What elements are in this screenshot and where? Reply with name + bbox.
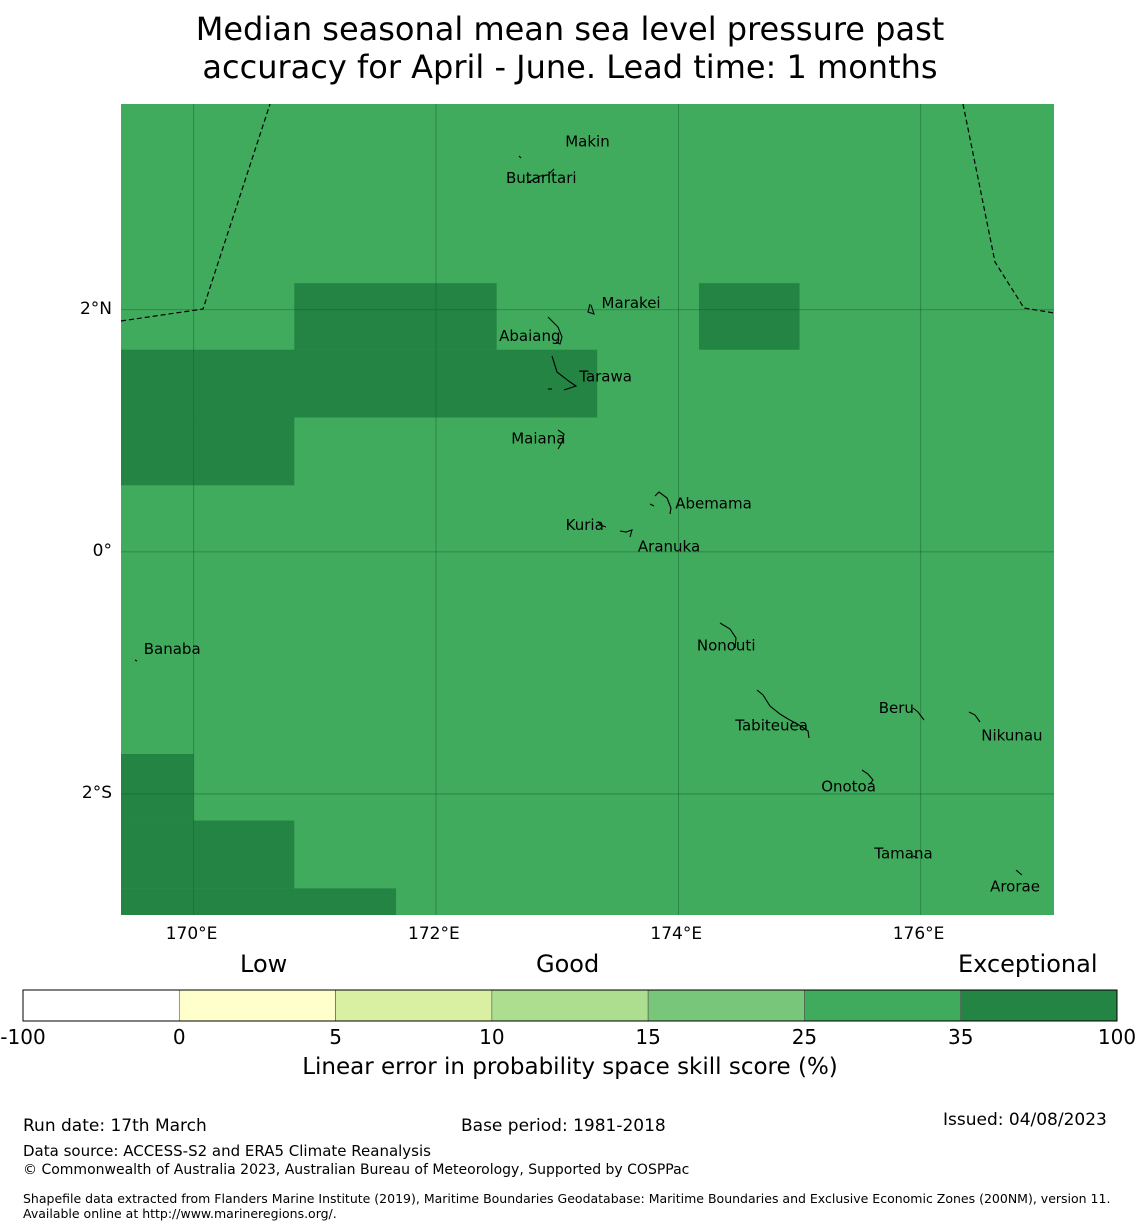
place-label-nikunau: Nikunau xyxy=(981,727,1042,745)
place-label-nonouti: Nonouti xyxy=(697,637,756,655)
island-outline xyxy=(968,711,981,723)
island-outline xyxy=(597,521,607,528)
place-label-onotoa: Onotoa xyxy=(821,778,876,796)
colorbar-segment xyxy=(335,989,493,1022)
colorbar-segment xyxy=(178,989,336,1022)
place-label-tarawa: Tarawa xyxy=(578,367,632,385)
graticule xyxy=(121,104,1054,915)
run-date: Run date: 17th March xyxy=(23,1116,207,1136)
island-outline xyxy=(619,529,633,538)
high-skill-cell xyxy=(294,283,497,350)
place-label-butaritari: Butaritari xyxy=(506,169,577,187)
colorbar-tick-label: 35 xyxy=(947,1025,974,1049)
chart-title: Median seasonal mean sea level pressure … xyxy=(0,10,1140,86)
island-outline xyxy=(912,855,919,859)
colorbar-tick-label: 5 xyxy=(329,1025,342,1049)
colorbar xyxy=(22,989,1118,1022)
category-exceptional: Exceptional xyxy=(958,950,1098,978)
place-label-arorae: Arorae xyxy=(990,877,1040,895)
high-skill-cell xyxy=(121,349,598,418)
high-skill-cell xyxy=(121,820,295,889)
colorbar-tick-label: 15 xyxy=(635,1025,661,1049)
island-outline xyxy=(547,316,563,345)
place-labels: Makin Butaritari Marakei Abaiang Tarawa Maian… xyxy=(144,132,1043,895)
place-label-tabiteuea: Tabiteuea xyxy=(734,716,808,734)
eez-boundary-west xyxy=(120,103,271,322)
island-outline xyxy=(526,168,555,184)
place-label-marakei: Marakei xyxy=(602,294,661,312)
y-tick-label: 0° xyxy=(92,540,112,561)
colorbar-segment xyxy=(647,989,805,1022)
island-outline xyxy=(649,503,655,507)
title-line-1: Median seasonal mean sea level pressure … xyxy=(195,10,945,48)
high-skill-cell xyxy=(121,888,397,915)
x-tick-label: 176°E xyxy=(892,924,945,944)
island-outline xyxy=(756,689,810,739)
island-outline xyxy=(587,303,595,315)
high-skill-cell xyxy=(698,283,800,350)
category-good: Good xyxy=(536,950,600,978)
colorbar-segment xyxy=(960,989,1118,1022)
colorbar-segment xyxy=(804,989,962,1022)
base-period: Base period: 1981-2018 xyxy=(461,1116,666,1136)
colorbar-segment xyxy=(491,989,649,1022)
category-low: Low xyxy=(240,950,288,978)
colorbar-tick-label: 0 xyxy=(172,1025,186,1049)
colorbar-frame xyxy=(22,989,1118,1022)
place-label-kuria: Kuria xyxy=(566,516,604,534)
skill-cells xyxy=(121,283,800,915)
colorbar-label: Linear error in probability space skill … xyxy=(302,1054,838,1080)
high-skill-cell xyxy=(121,754,194,821)
island-outline xyxy=(134,659,138,662)
place-label-beru: Beru xyxy=(879,699,914,717)
high-skill-cell xyxy=(121,417,295,486)
island-outline xyxy=(861,769,874,785)
shapefile-note: Shapefile data extracted from Flanders M… xyxy=(23,1191,1111,1221)
data-source: Data source: ACCESS-S2 and ERA5 Climate … xyxy=(23,1142,431,1160)
x-tick-label: 170°E xyxy=(165,924,218,944)
issued-date: Issued: 04/08/2023 xyxy=(943,1110,1107,1130)
island-outline xyxy=(912,707,925,721)
island-outline xyxy=(654,491,672,515)
eez-boundary-east xyxy=(962,103,1055,314)
copyright: © Commonwealth of Australia 2023, Austra… xyxy=(23,1162,690,1178)
place-label-tamana: Tamana xyxy=(873,844,932,862)
place-label-abemama: Abemama xyxy=(675,494,752,512)
island-outlines xyxy=(134,155,1023,876)
colorbar-tick-label: 100 xyxy=(1097,1025,1137,1049)
place-label-aranuka: Aranuka xyxy=(638,537,700,555)
y-tick-label: 2°S xyxy=(81,782,112,803)
place-label-makin: Makin xyxy=(565,132,610,150)
colorbar-segment xyxy=(22,989,180,1022)
eez-boundaries xyxy=(120,103,1055,322)
place-label-maiana: Maiana xyxy=(511,429,565,447)
map-background xyxy=(121,104,1054,915)
colorbar-tick-label: -100 xyxy=(0,1025,46,1049)
y-tick-label: 2°N xyxy=(79,298,112,319)
island-outline xyxy=(557,429,565,450)
island-outline xyxy=(719,622,737,649)
island-outline xyxy=(518,155,522,159)
x-tick-label: 172°E xyxy=(408,924,460,944)
x-tick-label: 174°E xyxy=(650,924,703,944)
island-outline xyxy=(551,355,578,391)
title-line-2: accuracy for April - June. Lead time: 1 … xyxy=(202,48,938,86)
place-label-abaiang: Abaiang xyxy=(499,327,560,345)
place-label-banaba: Banaba xyxy=(144,640,201,658)
colorbar-tick-label: 10 xyxy=(479,1025,505,1049)
colorbar-tick-label: 25 xyxy=(791,1025,818,1049)
island-outline xyxy=(1015,869,1023,876)
